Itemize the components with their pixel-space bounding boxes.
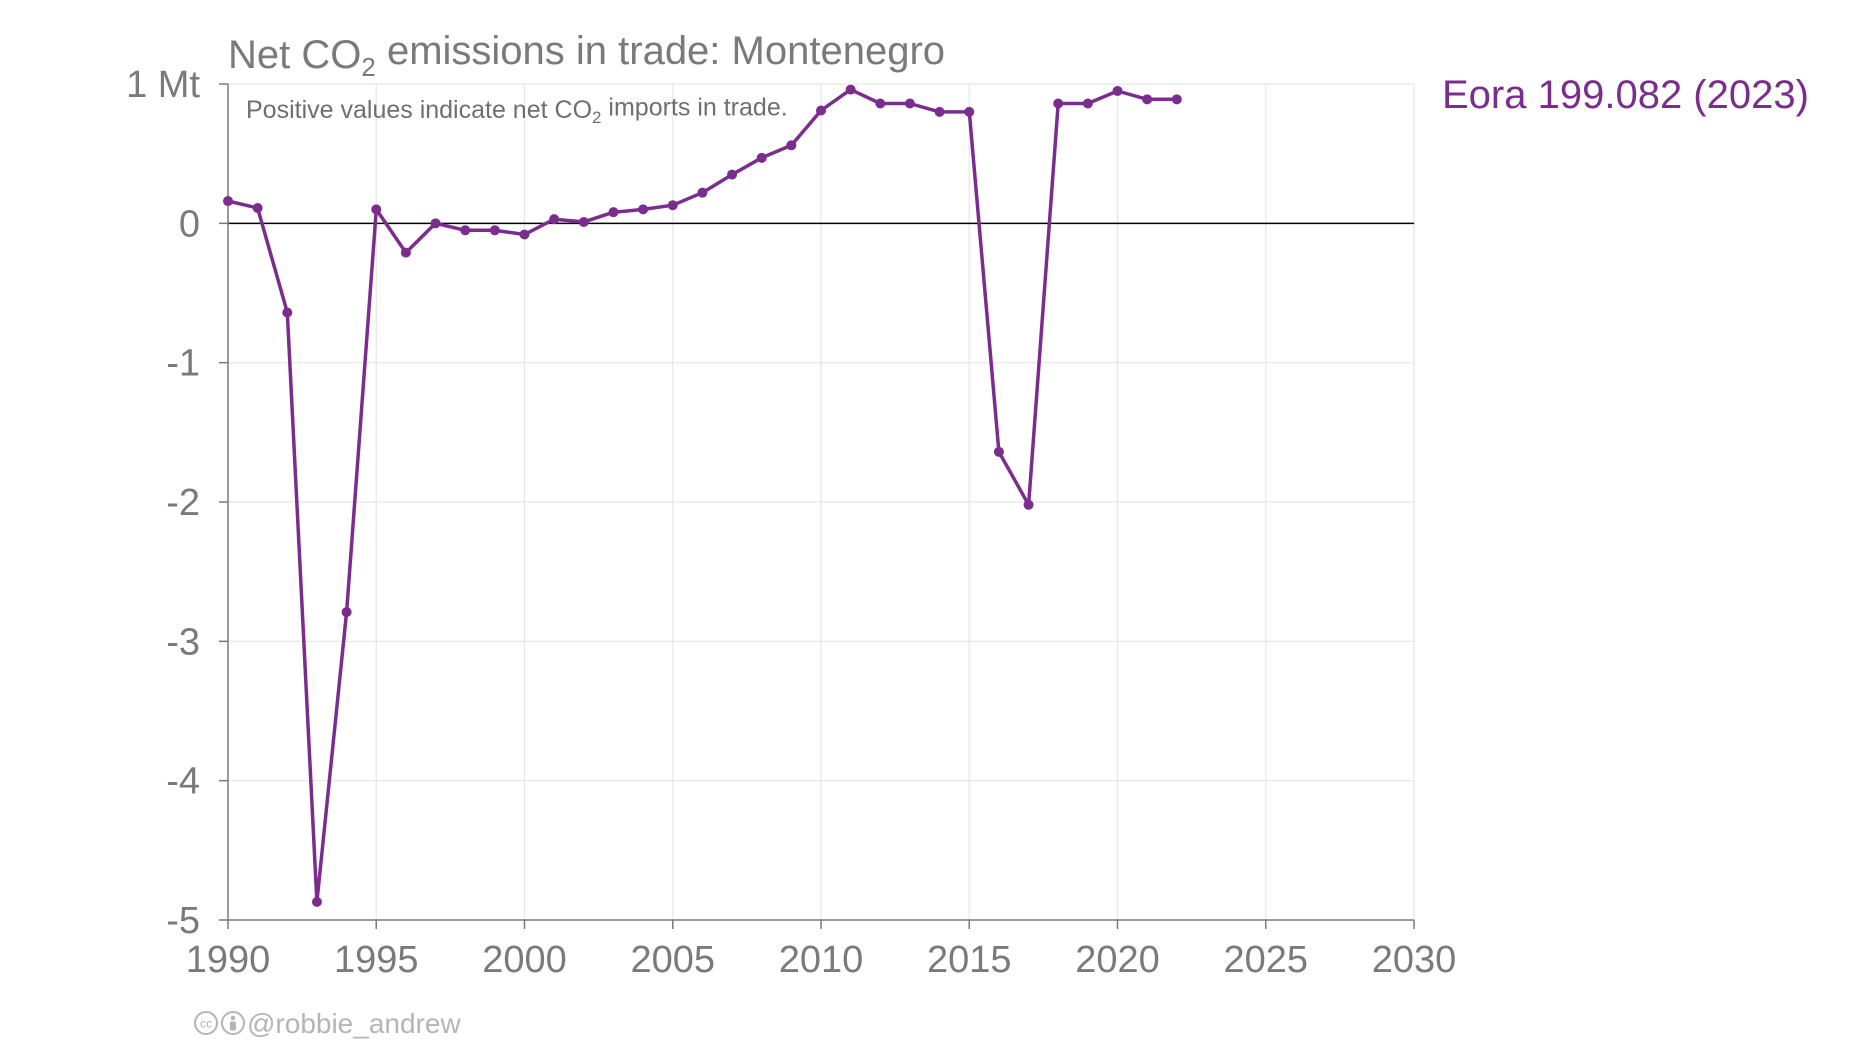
x-axis-ticks <box>227 920 1415 929</box>
data-point <box>638 204 649 215</box>
cc-icon: cc <box>194 1011 218 1035</box>
x-tick-label: 2005 <box>630 939 715 981</box>
data-point <box>1053 98 1064 109</box>
chart-title: Net CO2​ emissions in trade: Montenegro <box>228 29 945 82</box>
series-line <box>227 87 1177 904</box>
data-point <box>578 216 589 227</box>
y-tick-label: -5 <box>166 900 200 942</box>
svg-text:cc: cc <box>200 1017 212 1031</box>
data-point <box>904 98 915 109</box>
x-tick-labels: 1990 1995 2000 2005 2010 2015 2020 2025 2030 <box>186 939 1457 981</box>
data-point <box>282 307 293 318</box>
data-point <box>756 152 767 163</box>
series-eora <box>223 84 1182 907</box>
x-tick-label: 2000 <box>482 939 567 981</box>
data-point <box>1023 499 1034 510</box>
x-tick-label: 1995 <box>334 939 419 981</box>
x-tick-label: 2020 <box>1075 939 1160 981</box>
y-tick-labels: 1 Mt 0 -1 -2 -3 -4 -5 <box>126 64 200 942</box>
y-tick-label: 0 <box>179 203 200 245</box>
data-point <box>964 106 975 117</box>
data-point <box>845 84 856 95</box>
data-point <box>934 106 945 117</box>
data-point <box>697 187 708 198</box>
y-gridlines <box>228 83 1414 782</box>
x-tick-label: 2010 <box>779 939 864 981</box>
data-point <box>371 204 382 215</box>
data-point <box>727 169 738 180</box>
data-point <box>608 207 619 218</box>
credit: cc @robbie_andrew <box>194 1008 461 1039</box>
y-tick-label: 1 Mt <box>126 64 200 106</box>
y-tick-label: -4 <box>166 761 200 803</box>
data-point <box>1142 94 1153 105</box>
data-point <box>549 214 560 225</box>
data-point <box>311 896 322 907</box>
data-point <box>1112 85 1123 96</box>
x-tick-label: 2030 <box>1372 939 1457 981</box>
data-point <box>489 225 500 236</box>
data-point <box>1171 94 1182 105</box>
data-point <box>667 200 678 211</box>
x-tick-label: 2015 <box>927 939 1012 981</box>
chart-subtitle: Positive values indicate net CO2​ import… <box>246 94 788 128</box>
data-point <box>993 446 1004 457</box>
y-axis-ticks <box>219 83 228 921</box>
data-point <box>519 229 530 240</box>
data-point <box>341 607 352 618</box>
data-point <box>252 203 263 214</box>
y-tick-label: -2 <box>166 482 200 524</box>
y-tick-label: -3 <box>166 621 200 663</box>
data-point <box>1082 98 1093 109</box>
x-tick-label: 2025 <box>1223 939 1308 981</box>
data-point <box>460 225 471 236</box>
y-tick-label: -1 <box>166 343 200 385</box>
data-point <box>816 105 826 116</box>
data-point <box>786 140 797 151</box>
attribution-icon <box>221 1011 245 1035</box>
data-point <box>223 196 233 207</box>
series-label: Eora 199.082 (2023) <box>1442 73 1809 117</box>
x-tick-label: 1990 <box>186 939 271 981</box>
data-point <box>400 247 411 258</box>
credit-handle: @robbie_andrew <box>247 1008 461 1039</box>
data-point <box>875 98 886 109</box>
data-point <box>430 218 441 229</box>
